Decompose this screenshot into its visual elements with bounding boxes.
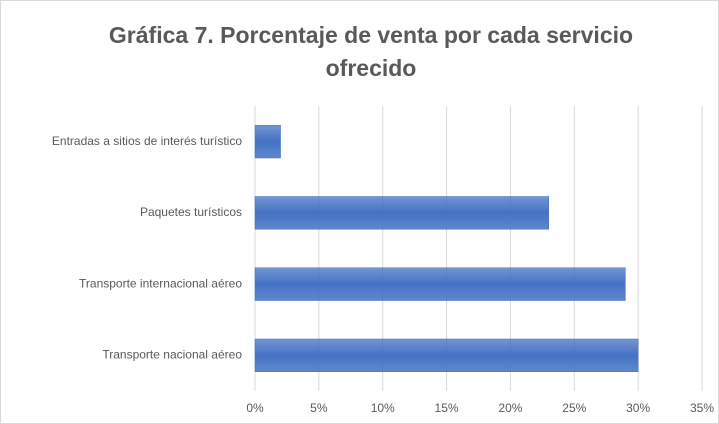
x-tick-label: 30% [626, 401, 650, 415]
x-tick-label: 25% [562, 401, 586, 415]
x-tick-label: 5% [310, 401, 328, 415]
y-tick-label: Transporte internacional aéreo [79, 276, 242, 290]
x-tick-label: 35% [690, 401, 714, 415]
x-tick-label: 10% [371, 401, 395, 415]
bar [254, 196, 549, 230]
y-tick-label: Paquetes turísticos [140, 205, 242, 219]
bar [254, 338, 639, 373]
chart-title: Gráfica 7. Porcentaje de venta por cada … [108, 22, 634, 81]
x-tick-label: 20% [498, 401, 522, 415]
x-tick-label: 0% [246, 401, 264, 415]
bar [254, 124, 281, 159]
x-tick-label: 15% [435, 401, 459, 415]
bar [254, 267, 626, 301]
y-tick-label: Transporte nacional aéreo [102, 348, 242, 362]
y-tick-label: Entradas a sitios de interés turístico [52, 134, 242, 148]
